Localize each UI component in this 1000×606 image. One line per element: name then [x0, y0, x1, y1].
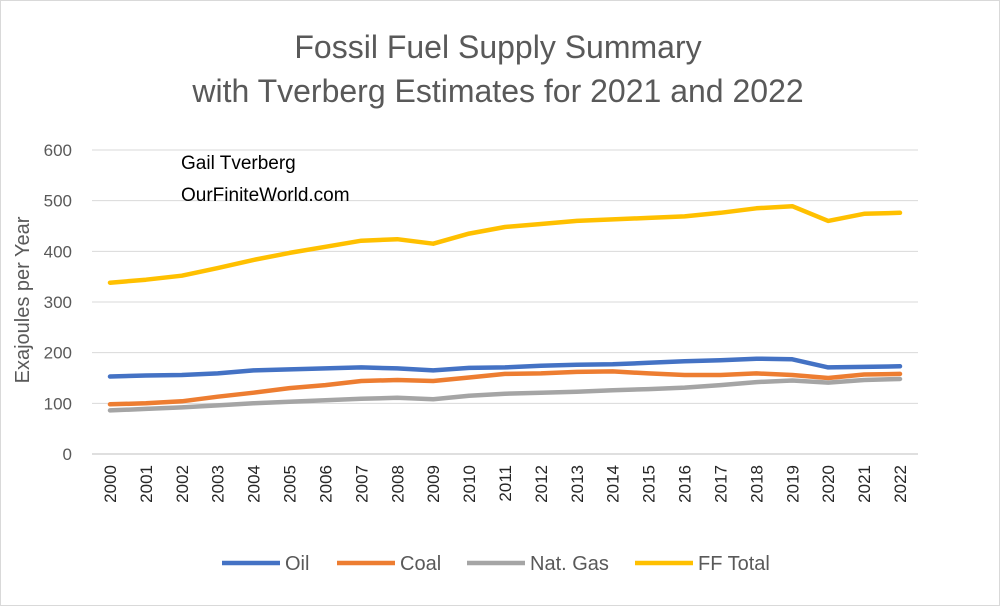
- legend: Oil Coal Nat. Gas FF Total: [222, 553, 770, 575]
- x-tick-label: 2009: [424, 465, 443, 503]
- y-axis-label: Exajoules per Year: [12, 216, 34, 383]
- x-tick-label: 2006: [316, 465, 335, 503]
- x-tick-label: 2019: [783, 465, 802, 503]
- y-tick-label: 500: [44, 192, 72, 211]
- legend-label-ff-total: FF Total: [698, 553, 770, 575]
- chart-title-line-1: Fossil Fuel Supply Summary: [294, 29, 701, 65]
- series-line-ff-total: [107, 203, 903, 285]
- x-tick-label: 2003: [209, 465, 228, 503]
- x-tick-label: 2014: [604, 465, 623, 503]
- x-tick-label: 2008: [388, 465, 407, 503]
- y-tick-label: 400: [44, 242, 72, 261]
- x-tick-label: 2018: [747, 465, 766, 503]
- x-tick-label: 2021: [855, 465, 874, 503]
- x-tick-label: 2002: [173, 465, 192, 503]
- y-tick-label: 300: [44, 293, 72, 312]
- series-line-nat-gas: [107, 376, 903, 413]
- x-tick-label: 2001: [137, 465, 156, 503]
- x-tick-label: 2000: [101, 465, 120, 503]
- x-tick-label: 2015: [640, 465, 659, 503]
- y-tick-label: 600: [44, 141, 72, 160]
- x-tick-label: 2017: [711, 465, 730, 503]
- x-tick-label: 2020: [819, 465, 838, 503]
- x-tick-label: 2022: [891, 465, 910, 503]
- chart-title-line-2: with Tverberg Estimates for 2021 and 202…: [191, 73, 803, 109]
- x-tick-label: 2012: [532, 465, 551, 503]
- legend-label-oil: Oil: [285, 553, 309, 575]
- legend-label-nat-gas: Nat. Gas: [530, 553, 609, 575]
- y-tick-label: 100: [44, 394, 72, 413]
- x-tick-label: 2007: [352, 465, 371, 503]
- x-axis-ticks: 2000 2001 2002 2003 2004 2005 2006 2007 2008 2009…: [101, 465, 910, 503]
- x-tick-label: 2005: [281, 465, 300, 503]
- series-lines: [107, 203, 903, 413]
- x-tick-label: 2004: [245, 465, 264, 503]
- annotation-author: Gail Tverberg: [181, 153, 296, 174]
- y-tick-label: 200: [44, 344, 72, 363]
- annotation-website: OurFiniteWorld.com: [181, 185, 350, 206]
- legend-label-coal: Coal: [400, 553, 441, 575]
- x-tick-label: 2013: [568, 465, 587, 503]
- y-tick-label: 0: [63, 445, 72, 464]
- x-tick-label: 2016: [676, 465, 695, 503]
- series-line-oil: [107, 356, 903, 379]
- x-tick-label: 2010: [460, 465, 479, 503]
- y-axis-ticks: 0 100 200 300 400 500 600: [44, 141, 72, 464]
- series-line-coal: [107, 369, 903, 407]
- x-tick-label: 2011: [496, 465, 515, 502]
